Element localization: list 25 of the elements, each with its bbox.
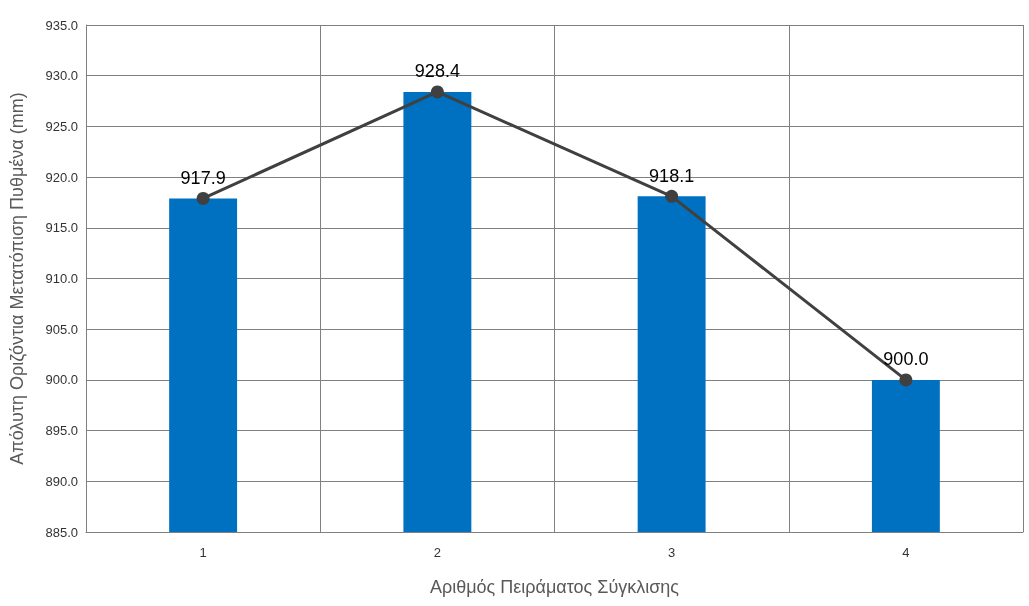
data-label: 928.4: [414, 61, 460, 82]
point: [665, 189, 679, 203]
y-tick-label: 925.0: [45, 118, 78, 134]
data-label: 917.9: [180, 167, 226, 188]
x-tick-label: 4: [902, 545, 910, 560]
y-tick-label: 920.0: [45, 169, 78, 185]
data-label: 918.1: [649, 165, 695, 186]
x-tick-label: 3: [668, 545, 676, 560]
x-tick-label: 2: [433, 545, 441, 560]
x-axis-title: Αριθμός Πειράματος Σύγκλισης: [429, 577, 680, 597]
y-axis-title: Απόλυτη Οριζόντια Μετατόπιση Πυθμένα (mm): [7, 92, 27, 465]
y-tick-label: 885.0: [45, 524, 78, 540]
y-tick-label: 930.0: [45, 68, 78, 84]
y-tick-label: 905.0: [45, 321, 78, 337]
y-tick-label: 895.0: [45, 423, 78, 439]
data-label: 900.0: [883, 349, 929, 370]
y-tick-label: 890.0: [45, 473, 78, 489]
y-tick-label: 900.0: [45, 372, 78, 388]
y-tick-label: 935.0: [45, 17, 78, 33]
point: [899, 373, 913, 387]
y-tick-label: 915.0: [45, 220, 78, 236]
y-tick-label: 910.0: [45, 271, 78, 286]
x-tick-label: 1: [199, 545, 207, 560]
point: [430, 85, 444, 99]
point: [196, 191, 210, 205]
